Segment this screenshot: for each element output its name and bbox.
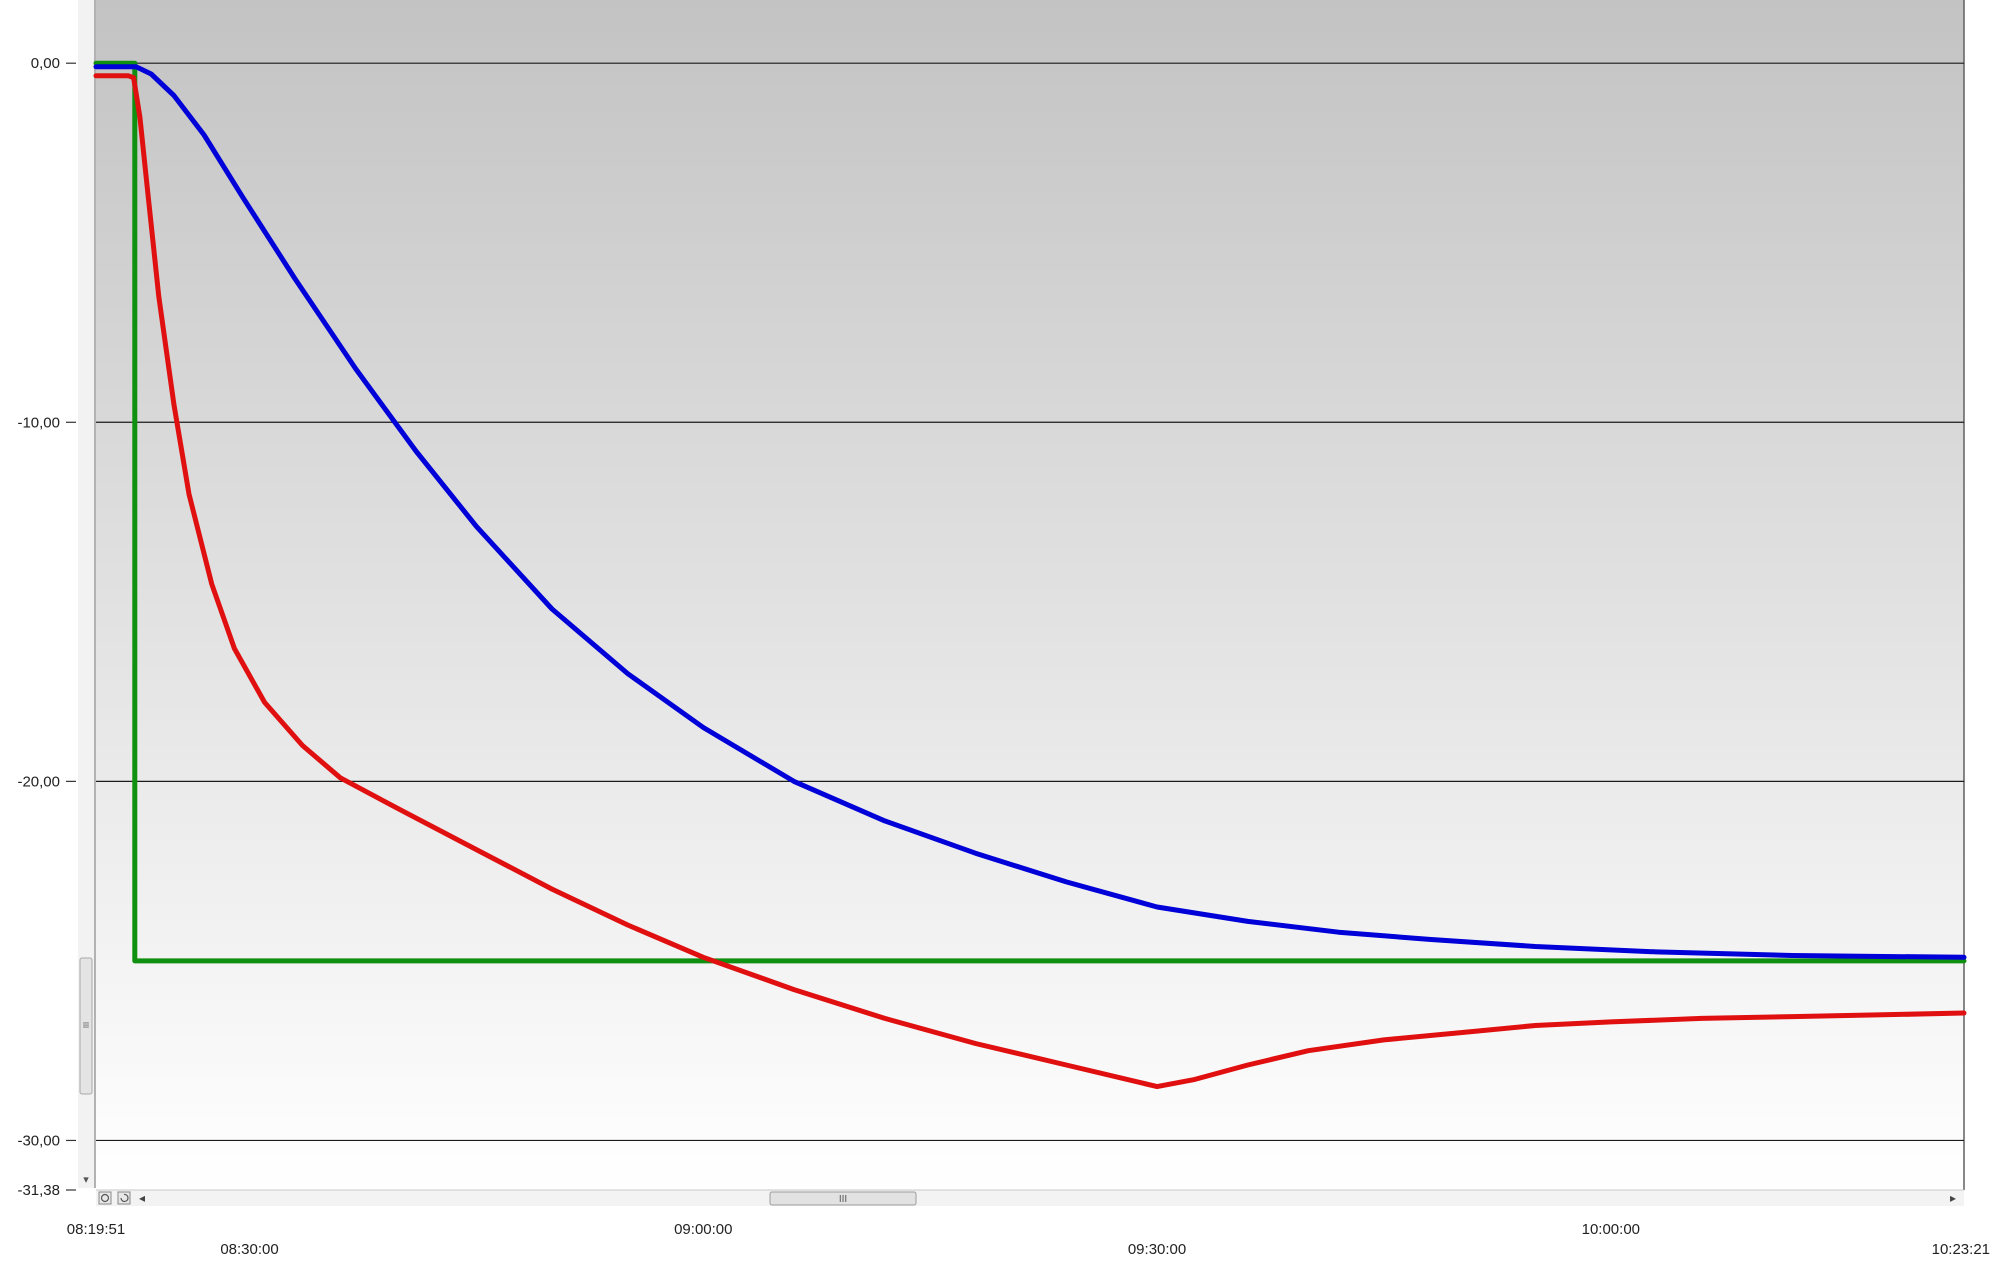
x-tick-label: 09:30:00	[1128, 1241, 1186, 1258]
horizontal-scrollbar[interactable]: ◂ III ▸	[96, 1189, 1964, 1206]
vertical-scrollbar[interactable]: ≡ ▾	[79, 957, 93, 1186]
y-tick-label: -20,00	[17, 773, 60, 790]
scroll-right-arrow-icon[interactable]: ▸	[1950, 1191, 1956, 1205]
undo-icon	[120, 1193, 129, 1202]
series-line-1	[93, 64, 1967, 960]
vertical-scroll-thumb[interactable]	[79, 957, 93, 1095]
vertical-scroll-down-arrow-icon[interactable]: ▾	[83, 1174, 89, 1186]
x-tick-label: 08:30:00	[220, 1241, 278, 1258]
y-scroll-panel	[78, 0, 95, 1188]
vertical-scroll-grip-icon: ≡	[82, 1018, 89, 1032]
zoom-reset-button[interactable]	[98, 1191, 112, 1205]
x-tick-label: 10:00:00	[1582, 1221, 1640, 1238]
x-tick-label: 08:19:51	[67, 1221, 125, 1238]
y-tick-label: -30,00	[17, 1132, 60, 1149]
horizontal-scroll-thumb[interactable]	[769, 1191, 917, 1206]
x-tick-label: 10:23:21	[1932, 1241, 1990, 1258]
plot-area	[96, 0, 1964, 1190]
x-tick-label: 09:00:00	[674, 1221, 732, 1238]
series-line-3	[93, 60, 1967, 964]
y-tick-label: 0,00	[31, 55, 60, 72]
y-tick-label: -31,38	[17, 1182, 60, 1199]
y-tick-label: -10,00	[17, 414, 60, 431]
series-line-2	[93, 73, 1967, 1090]
scroll-left-arrow-icon[interactable]: ◂	[139, 1191, 145, 1205]
zoom-reset-icon	[100, 1193, 110, 1203]
horizontal-scroll-grip-icon: III	[839, 1194, 847, 1205]
